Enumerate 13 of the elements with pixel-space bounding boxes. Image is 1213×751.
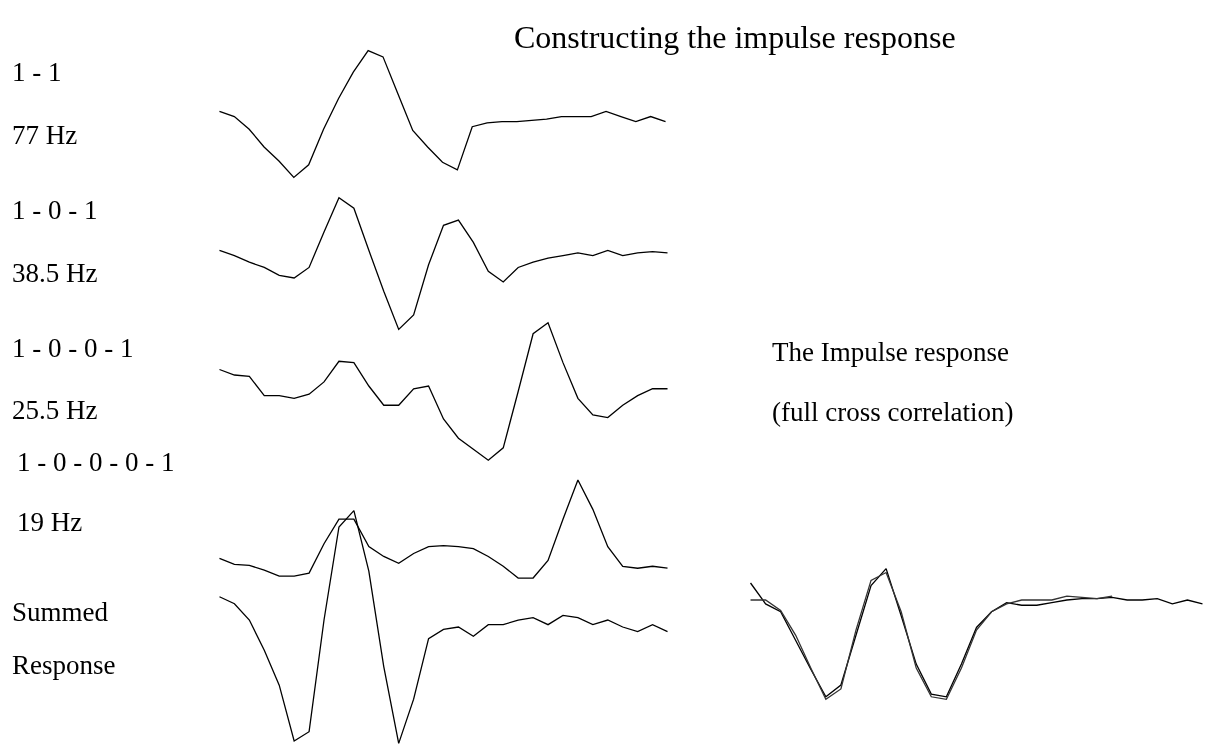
text: 1 - 1: [12, 57, 62, 87]
text: 25.5 Hz: [12, 395, 98, 425]
text: 1 - 0 - 1: [12, 195, 98, 225]
chart-title: Constructing the impulse response: [514, 19, 956, 55]
text: (full cross correlation): [772, 397, 1014, 427]
text: 1 - 0 - 0 - 1: [12, 333, 134, 363]
text: 19 Hz: [17, 507, 83, 537]
text: Summed: [12, 597, 109, 627]
text: 77 Hz: [12, 120, 78, 150]
text: Response: [12, 650, 116, 680]
text: 1 - 0 - 0 - 0 - 1: [17, 447, 175, 477]
text: The Impulse response: [772, 337, 1009, 367]
text: 38.5 Hz: [12, 258, 98, 288]
